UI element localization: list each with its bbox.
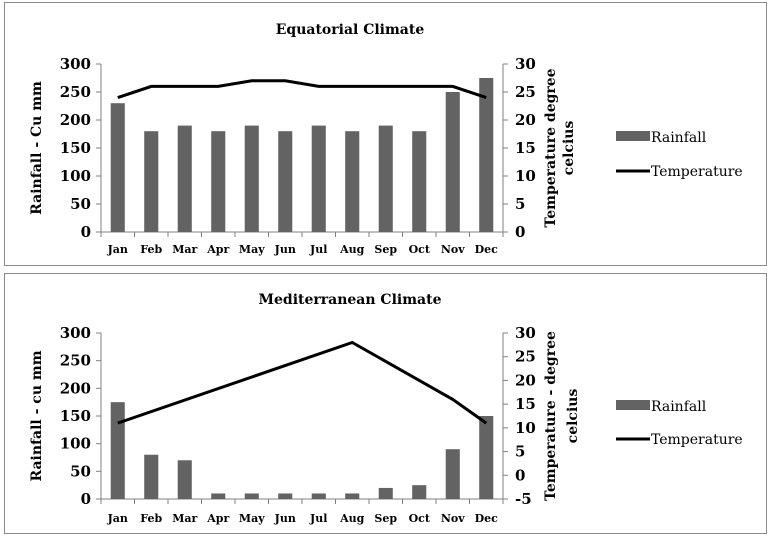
- x-tick-label-nov: Nov: [441, 512, 465, 525]
- rainfall-bar-jan: [110, 402, 125, 499]
- x-tick-label-feb: Feb: [140, 243, 162, 256]
- right-tick-label: 15: [515, 139, 536, 157]
- left-tick-label: 150: [60, 139, 91, 157]
- rainfall-bar-nov: [445, 92, 460, 232]
- rainfall-bar-jul: [311, 493, 326, 499]
- temperature-line: [117, 79, 487, 100]
- x-tick-label-jun: Jun: [274, 243, 296, 256]
- left-axis-title: Rainfall - cu mm: [29, 350, 45, 481]
- x-tick-label-apr: Apr: [206, 243, 229, 256]
- legend-temperature-label: Temperature: [651, 432, 743, 448]
- rainfall-bar-aug: [345, 493, 360, 499]
- right-tick-label: 10: [515, 167, 536, 185]
- left-tick-label: 300: [60, 55, 91, 73]
- equatorial-chart: Equatorial Climate 0 50 100 150 200 250 300 0 5 10…: [29, 22, 743, 256]
- rainfall-bar-dec: [479, 78, 494, 232]
- legend-rainfall-label: Rainfall: [651, 399, 707, 415]
- left-tick-label: 150: [60, 407, 91, 425]
- x-tick-label-may: May: [239, 243, 265, 256]
- x-tick-label-mar: Mar: [172, 512, 197, 525]
- right-tick-label: 0: [515, 223, 525, 241]
- right-tick-label: 30: [515, 55, 536, 73]
- rainfall-bar-apr: [211, 493, 226, 499]
- x-tick-label-may: May: [239, 512, 265, 525]
- rainfall-bar-jun: [278, 131, 293, 232]
- right-tick-label: 20: [515, 111, 536, 129]
- x-tick-label-apr: Apr: [206, 512, 229, 525]
- right-tick-label: 20: [515, 371, 536, 389]
- rainfall-bar-oct: [412, 131, 427, 232]
- rainfall-bar-jul: [311, 125, 326, 232]
- right-tick-label: 25: [515, 348, 536, 366]
- right-tick-label: 25: [515, 83, 536, 101]
- rainfall-bar-dec: [479, 416, 494, 499]
- legend-rainfall-swatch: [616, 131, 650, 141]
- x-tick-label-jul: Jul: [309, 243, 327, 256]
- left-axis-title: Rainfall - Cu mm: [29, 81, 45, 215]
- x-tick-label-jul: Jul: [309, 512, 327, 525]
- rainfall-bar-mar: [177, 460, 192, 499]
- x-tick-label-nov: Nov: [441, 243, 465, 256]
- rainfall-bar-apr: [211, 131, 226, 232]
- rainfall-bar-nov: [445, 449, 460, 499]
- x-tick-label-oct: Oct: [409, 243, 431, 256]
- left-tick-label: 250: [60, 83, 91, 101]
- legend-rainfall-label: Rainfall: [651, 130, 707, 146]
- x-tick-label-jun: Jun: [274, 512, 296, 525]
- right-tick-label: 10: [515, 419, 536, 437]
- left-tick-label: 200: [60, 111, 91, 129]
- legend-rainfall-swatch: [616, 400, 650, 410]
- left-tick-label: 100: [60, 167, 91, 185]
- left-tick-label: 250: [60, 352, 91, 370]
- rainfall-bar-feb: [144, 454, 159, 499]
- right-tick-label: 30: [515, 324, 536, 342]
- x-tick-label-aug: Aug: [339, 243, 365, 256]
- rainfall-bar-sep: [378, 487, 393, 499]
- rainfall-bar-mar: [177, 125, 192, 232]
- right-tick-label: -5: [515, 490, 532, 508]
- rainfall-bar-sep: [378, 125, 393, 232]
- x-tick-label-mar: Mar: [172, 243, 197, 256]
- rainfall-bar-may: [244, 493, 259, 499]
- right-tick-label: 5: [515, 443, 525, 461]
- x-tick-label-oct: Oct: [409, 512, 431, 525]
- right-tick-label: 5: [515, 195, 525, 213]
- left-tick-label: 0: [81, 490, 91, 508]
- right-tick-label: 15: [515, 395, 536, 413]
- left-tick-label: 200: [60, 379, 91, 397]
- left-tick-label: 0: [81, 223, 91, 241]
- mediterranean-chart: Mediterranean Climate050100150200250300-…: [29, 292, 743, 525]
- rainfall-bar-jan: [110, 103, 125, 232]
- x-tick-label-jan: Jan: [107, 512, 128, 525]
- rainfall-bar-oct: [412, 485, 427, 499]
- rainfall-bar-aug: [345, 131, 360, 232]
- rainfall-bar-feb: [144, 131, 159, 232]
- equatorial-chart-title: Equatorial Climate: [276, 22, 425, 38]
- equatorial-chart-panel: Equatorial Climate 0 50 100 150 200 250 300 0 5 10…: [4, 2, 767, 266]
- temperature-line: [117, 340, 488, 425]
- left-tick-label: 50: [70, 195, 91, 213]
- right-tick-label: 0: [515, 466, 525, 484]
- x-tick-label-aug: Aug: [339, 512, 365, 525]
- left-tick-label: 300: [60, 324, 91, 342]
- right-axis-title-line1: Temperature - degree: [543, 331, 559, 501]
- left-tick-label: 50: [70, 462, 91, 480]
- right-axis-title-line1: Temperature degree: [543, 68, 559, 227]
- rainfall-bar-may: [244, 125, 259, 232]
- right-axis-title-line2: celcius: [561, 121, 577, 176]
- legend-temperature-label: Temperature: [651, 164, 743, 180]
- x-tick-label-dec: Dec: [475, 512, 499, 525]
- x-tick-label-dec: Dec: [475, 243, 499, 256]
- x-tick-label-jan: Jan: [107, 243, 128, 256]
- x-tick-label-feb: Feb: [140, 512, 162, 525]
- mediterranean-chart-panel: Mediterranean Climate 0 50 100 150 200 250 300-…: [4, 273, 767, 534]
- rainfall-bar-jun: [278, 493, 293, 499]
- x-tick-label-sep: Sep: [374, 243, 397, 256]
- right-axis-title-line2: celcius: [565, 389, 581, 444]
- mediterranean-chart-title: Mediterranean Climate: [259, 292, 442, 308]
- left-tick-label: 100: [60, 435, 91, 453]
- x-tick-label-sep: Sep: [374, 512, 397, 525]
